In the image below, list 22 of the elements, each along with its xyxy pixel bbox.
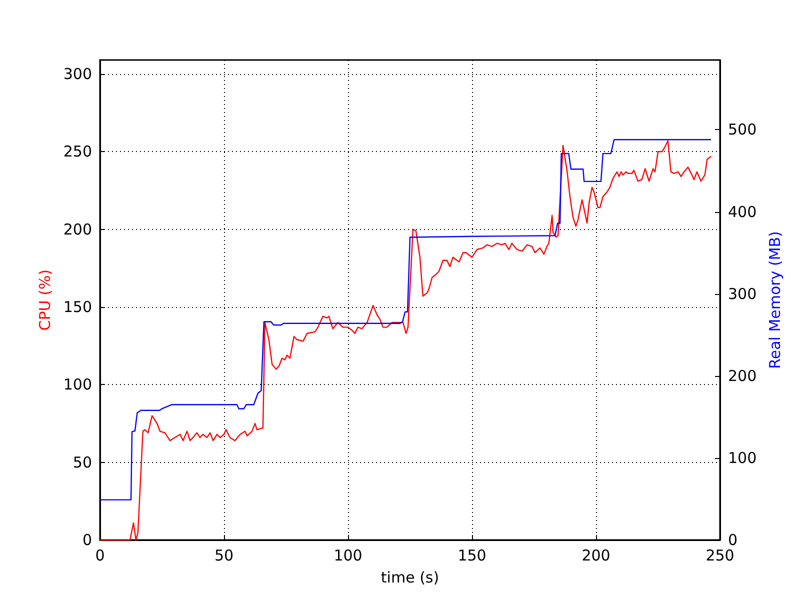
x-tick-label: 50 xyxy=(214,546,234,564)
x-tick-label: 0 xyxy=(95,546,105,564)
y2-tick-label: 0 xyxy=(728,531,738,549)
y2-tick-label: 100 xyxy=(728,448,757,467)
y2-tick-label: 500 xyxy=(728,120,757,139)
x-axis-title: time (s) xyxy=(380,568,440,586)
x-tick-label: 250 xyxy=(706,546,734,564)
y-tick-label: 150 xyxy=(63,298,92,316)
y-tick-label: 0 xyxy=(82,531,92,549)
y2-tick-label: 200 xyxy=(728,366,757,385)
x-tick-label: 100 xyxy=(334,546,362,564)
y-tick-label: 50 xyxy=(72,453,92,472)
y-tick-label: 100 xyxy=(63,376,92,394)
x-tick-label: 150 xyxy=(458,546,486,564)
y-tick-label: 250 xyxy=(63,142,92,161)
y2-tick-label: 300 xyxy=(728,284,757,303)
x-tick-label: 200 xyxy=(582,546,610,564)
y-tick-label: 300 xyxy=(63,64,92,83)
y2-tick-label: 400 xyxy=(728,202,757,221)
y-tick-label: 200 xyxy=(63,220,92,238)
y-axis-title: CPU (%) xyxy=(36,269,54,331)
y2-axis-title: Real Memory (MB) xyxy=(766,231,784,369)
